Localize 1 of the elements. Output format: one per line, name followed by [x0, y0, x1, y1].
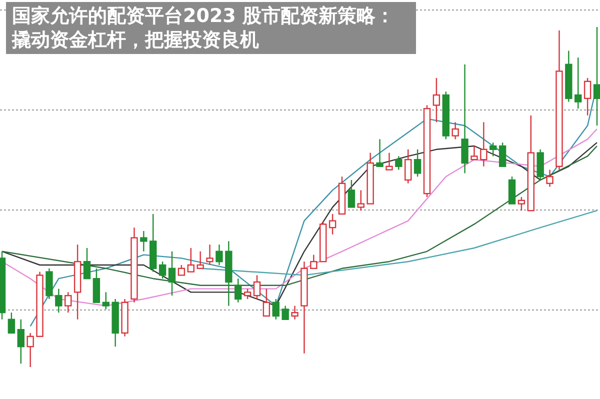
title: 国家允许的配资平台2023 股市配资新策略：撬动资金杠杆，把握投资良机 [6, 2, 416, 54]
